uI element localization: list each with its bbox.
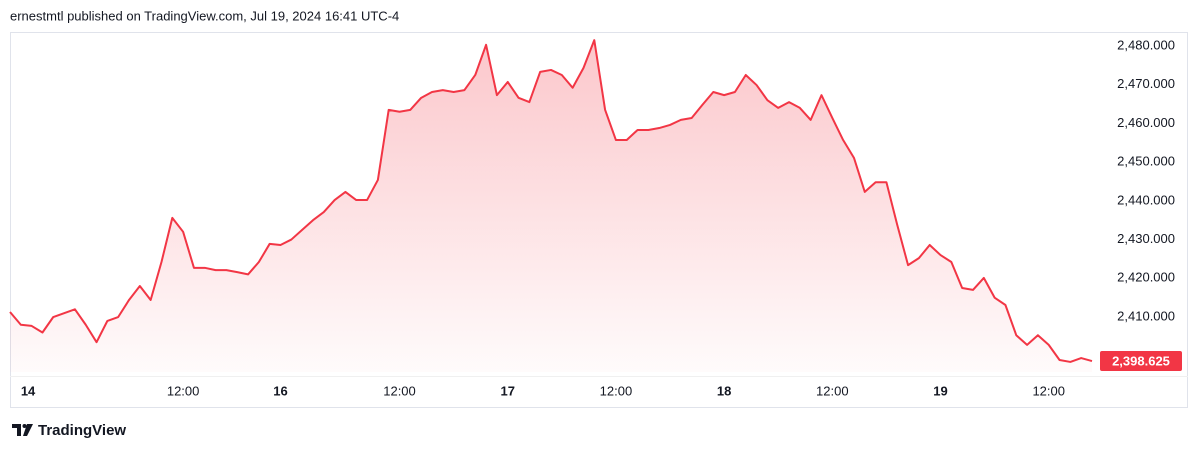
x-tick-label: 14 bbox=[21, 383, 36, 398]
last-price-badge bbox=[1100, 351, 1182, 372]
last-price-label: 2,398.625 bbox=[1112, 353, 1170, 368]
x-tick-label: 17 bbox=[500, 383, 514, 398]
chart-frame bbox=[10, 32, 1188, 408]
y-tick-label: 2,460.000 bbox=[1117, 115, 1175, 130]
x-tick-label: 19 bbox=[933, 383, 947, 398]
x-tick-label: 12:00 bbox=[600, 383, 633, 398]
x-tick-label: 16 bbox=[273, 383, 287, 398]
y-tick-label: 2,430.000 bbox=[1117, 231, 1175, 246]
x-tick-label: 12:00 bbox=[816, 383, 849, 398]
y-tick-label: 2,470.000 bbox=[1117, 76, 1175, 91]
area-fill bbox=[10, 40, 1092, 372]
price-line bbox=[9, 39, 1093, 363]
y-tick-label: 2,410.000 bbox=[1117, 308, 1175, 323]
y-tick-label: 2,420.000 bbox=[1117, 270, 1175, 285]
x-tick-label: 12:00 bbox=[1032, 383, 1065, 398]
x-tick-label: 12:00 bbox=[167, 383, 200, 398]
header-note: ernestmtl published on TradingView.com, … bbox=[10, 8, 399, 23]
x-tick-label: 12:00 bbox=[383, 383, 416, 398]
brand-logo bbox=[12, 424, 33, 436]
x-tick-label: 18 bbox=[717, 383, 731, 398]
y-tick-label: 2,440.000 bbox=[1117, 192, 1175, 207]
footer-brand: TradingView bbox=[38, 422, 126, 439]
y-tick-label: 2,450.000 bbox=[1117, 154, 1175, 169]
y-tick-label: 2,480.000 bbox=[1117, 37, 1175, 52]
